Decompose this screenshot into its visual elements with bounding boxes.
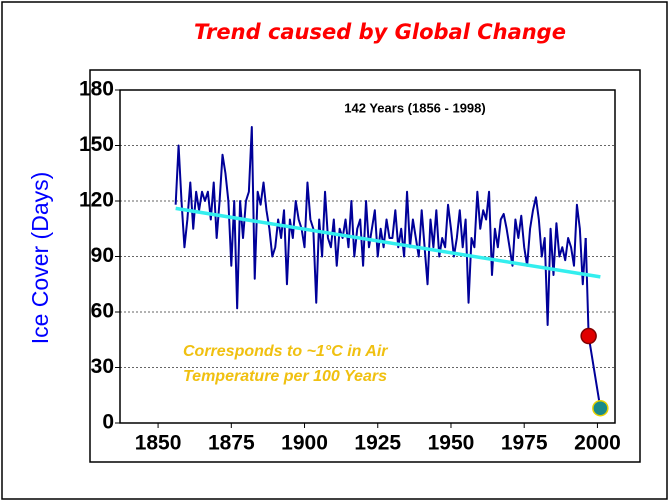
x-tick-label: 1925 xyxy=(354,432,401,455)
x-tick-label: 2000 xyxy=(574,432,621,455)
x-tick-label: 1850 xyxy=(135,432,182,455)
trend-line xyxy=(175,206,601,279)
x-tick-label: 1975 xyxy=(501,432,548,455)
x-tick-label: 1950 xyxy=(428,432,475,455)
chart-frame xyxy=(89,69,641,463)
highlight-point xyxy=(592,399,609,417)
highlight-point xyxy=(580,327,597,345)
note: Corresponds to ~1°C in Air xyxy=(183,343,388,360)
x-tick-label: 1900 xyxy=(281,432,328,455)
annotation: 142 Years (1856 - 1998) xyxy=(344,100,485,115)
y-tick-label: 90 xyxy=(91,244,114,267)
ice-cover-line xyxy=(174,126,587,326)
y-tick-label: 150 xyxy=(79,133,114,156)
y-tick-label: 30 xyxy=(91,355,114,378)
chart-title: Trend caused by Global Change xyxy=(194,20,566,44)
y-tick-label: 0 xyxy=(102,411,114,434)
y-axis-label: Ice Cover (Days) xyxy=(27,172,53,345)
y-tick-label: 180 xyxy=(79,78,114,101)
y-tick-label: 120 xyxy=(79,189,114,212)
y-tick-label: 60 xyxy=(91,300,114,323)
x-tick-label: 1875 xyxy=(208,432,255,455)
plot-area xyxy=(119,89,616,424)
note: Temperature per 100 Years xyxy=(183,368,387,385)
